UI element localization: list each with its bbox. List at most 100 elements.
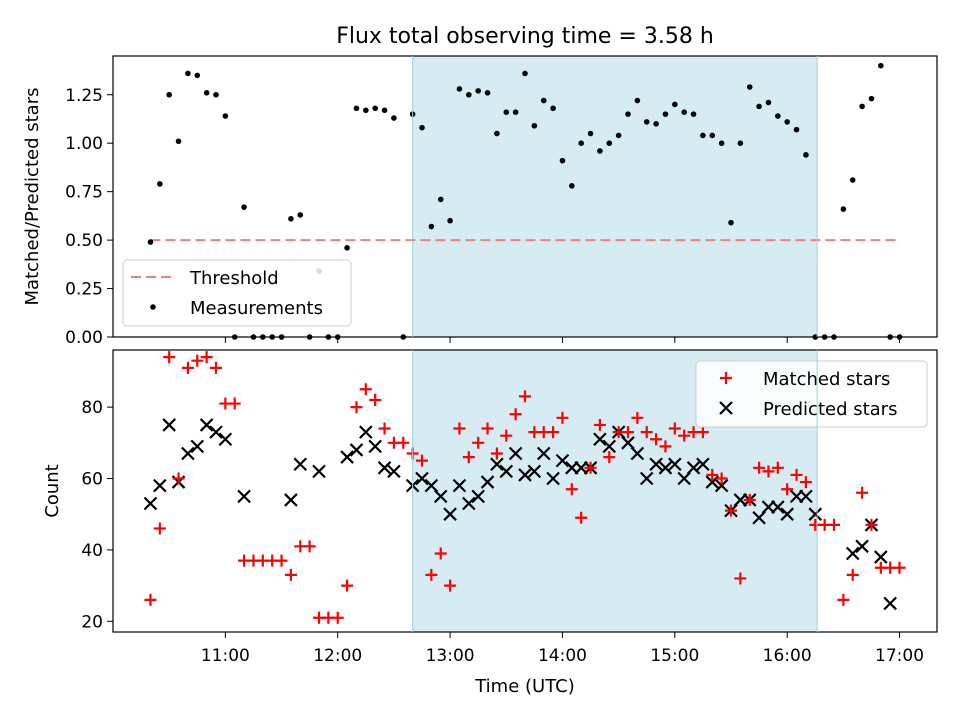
measurement-point bbox=[700, 132, 706, 139]
predicted-point bbox=[508, 446, 523, 461]
measurement-point bbox=[203, 90, 210, 96]
measurement-point bbox=[241, 204, 247, 210]
matched-point bbox=[593, 418, 606, 431]
matched-stars-series bbox=[144, 351, 906, 624]
matched-point bbox=[668, 422, 681, 435]
predicted-point bbox=[452, 478, 467, 493]
legend-matched-swatch bbox=[720, 372, 732, 384]
matched-point bbox=[725, 504, 737, 517]
matched-point bbox=[500, 429, 513, 442]
y-tick-label: 20 bbox=[81, 612, 103, 632]
measurement-point bbox=[147, 239, 154, 245]
measurement-point bbox=[737, 140, 744, 147]
measurement-point bbox=[615, 132, 622, 139]
top-panel: 0.00 0.25 0.50 0.75 1.00 1.25 Matched/Predict… bbox=[22, 55, 938, 348]
predicted-point bbox=[181, 446, 195, 461]
predicted-point bbox=[293, 457, 308, 472]
matched-point bbox=[781, 483, 794, 496]
matched-point bbox=[771, 461, 784, 474]
y-tick-label: 0.50 bbox=[65, 231, 103, 251]
predicted-point bbox=[433, 489, 448, 504]
y-tick-label: 1.00 bbox=[65, 134, 103, 154]
matched-point bbox=[715, 472, 728, 485]
measurement-point bbox=[756, 103, 762, 110]
predicted-point bbox=[349, 443, 364, 457]
matched-point bbox=[640, 426, 653, 439]
matched-point bbox=[397, 436, 410, 449]
measurement-point bbox=[569, 183, 575, 189]
top-legend-box bbox=[122, 259, 352, 327]
measurement-point bbox=[672, 101, 678, 108]
measurement-point bbox=[803, 152, 809, 158]
predicted-point bbox=[415, 471, 429, 486]
matched-point bbox=[762, 465, 775, 478]
measurement-point bbox=[709, 132, 716, 139]
top-axes-frame bbox=[112, 55, 938, 338]
predicted-point bbox=[359, 425, 373, 439]
predicted-point bbox=[199, 418, 214, 432]
matched-point bbox=[678, 429, 691, 442]
measurement-point bbox=[597, 148, 603, 154]
y-tick-label: 40 bbox=[81, 541, 103, 561]
measurement-point bbox=[503, 109, 510, 115]
measurement-point bbox=[344, 245, 350, 251]
matched-point bbox=[210, 361, 222, 374]
matched-point bbox=[509, 408, 522, 421]
measurement-point bbox=[391, 115, 397, 121]
measurement-point bbox=[381, 107, 388, 114]
predicted-point bbox=[471, 489, 485, 504]
measurement-point bbox=[840, 206, 847, 212]
matched-point bbox=[490, 447, 503, 460]
matched-point bbox=[144, 593, 157, 606]
matched-point bbox=[303, 540, 316, 553]
matched-point bbox=[378, 422, 391, 435]
measurement-point bbox=[681, 109, 687, 115]
bottom-x-axis: 11:00 12:00 13:00 14:00 15:00 16:00 17:00 bbox=[201, 632, 924, 666]
predicted-point bbox=[340, 450, 354, 464]
measurement-point bbox=[447, 217, 453, 224]
predicted-point bbox=[209, 425, 223, 439]
predicted-point bbox=[424, 478, 439, 493]
matched-point bbox=[565, 483, 578, 496]
matched-point bbox=[659, 440, 672, 453]
measurement-point bbox=[428, 223, 435, 230]
predicted-point bbox=[546, 471, 560, 486]
measurement-point bbox=[437, 196, 444, 203]
predicted-point bbox=[555, 453, 570, 468]
measurement-point bbox=[784, 119, 790, 125]
matched-point bbox=[650, 433, 663, 446]
predicted-point bbox=[883, 596, 897, 611]
measurement-point bbox=[531, 122, 538, 129]
matched-point bbox=[444, 579, 457, 592]
measurement-point bbox=[456, 86, 463, 92]
predicted-point bbox=[462, 496, 476, 511]
predicted-point bbox=[808, 507, 823, 521]
measurement-point bbox=[662, 111, 669, 117]
matched-point bbox=[163, 351, 176, 364]
predicted-point bbox=[480, 475, 495, 489]
measurement-point bbox=[166, 91, 172, 98]
matched-point bbox=[425, 568, 438, 581]
matched-point bbox=[706, 468, 719, 481]
measurement-point bbox=[494, 130, 500, 137]
measurement-point bbox=[634, 97, 641, 104]
measurement-point bbox=[288, 215, 294, 222]
measurement-point bbox=[540, 97, 547, 104]
matched-point bbox=[603, 451, 616, 464]
predicted-point bbox=[153, 478, 167, 493]
legend-predicted-label: Predicted stars bbox=[763, 399, 897, 420]
measurement-point bbox=[222, 113, 229, 119]
matched-point bbox=[753, 461, 766, 474]
predicted-point bbox=[845, 546, 860, 561]
y-tick-label: 0.75 bbox=[65, 183, 103, 203]
matched-point bbox=[284, 568, 297, 581]
measurement-point bbox=[859, 103, 865, 110]
measurement-point bbox=[587, 130, 594, 137]
matched-point bbox=[622, 426, 634, 439]
matched-point bbox=[734, 572, 747, 585]
top-legend: Threshold Measurements bbox=[122, 259, 352, 327]
predicted-point bbox=[443, 507, 457, 521]
measurement-point bbox=[793, 126, 800, 133]
measurement-point bbox=[878, 62, 884, 69]
y-tick-label: 1.25 bbox=[65, 86, 103, 106]
